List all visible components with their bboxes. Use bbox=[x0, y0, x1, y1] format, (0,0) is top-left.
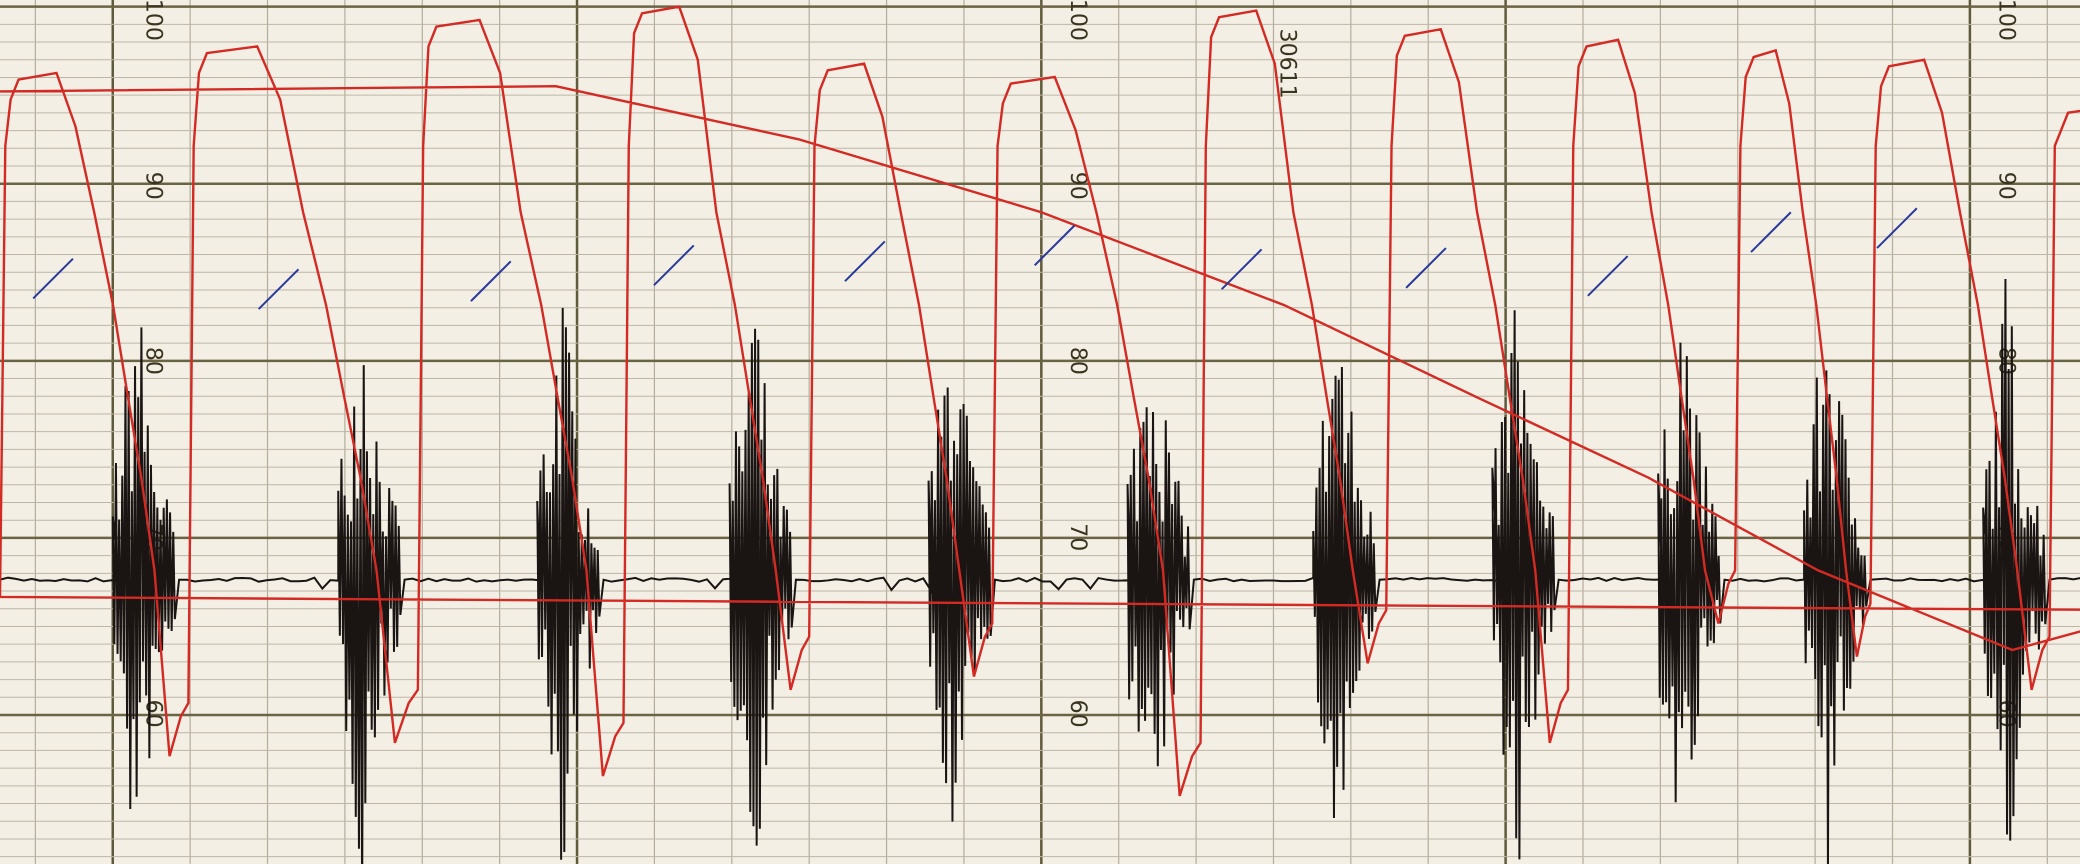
blue-tick bbox=[653, 244, 695, 286]
scale-label: 100 bbox=[141, 0, 166, 41]
scale-label: 90 bbox=[1994, 172, 2019, 200]
scale-label: 70 bbox=[1065, 523, 1090, 551]
traces bbox=[0, 5, 2080, 864]
blue-tick bbox=[32, 257, 74, 300]
scale-label: 80 bbox=[141, 347, 166, 375]
blue-tick bbox=[1033, 224, 1076, 267]
scale-label: 80 bbox=[1065, 347, 1090, 375]
blue-tick bbox=[1876, 207, 1918, 249]
blue-tick bbox=[844, 240, 886, 282]
blue-tick bbox=[1750, 211, 1792, 253]
blue-tick bbox=[1405, 247, 1447, 289]
scale-label: 90 bbox=[1065, 172, 1090, 200]
blue-tick bbox=[1587, 255, 1629, 297]
red-trace bbox=[0, 5, 2080, 797]
scale-label: 90 bbox=[141, 172, 166, 200]
scale-label: 100 bbox=[1994, 0, 2019, 41]
scale-label: 60 bbox=[1065, 700, 1090, 728]
blue-tick bbox=[1221, 248, 1263, 290]
blue-tick bbox=[257, 268, 300, 310]
blue-tick bbox=[470, 260, 512, 302]
scale-label: 100 bbox=[1065, 0, 1090, 41]
scale-label: 60 bbox=[141, 700, 166, 728]
